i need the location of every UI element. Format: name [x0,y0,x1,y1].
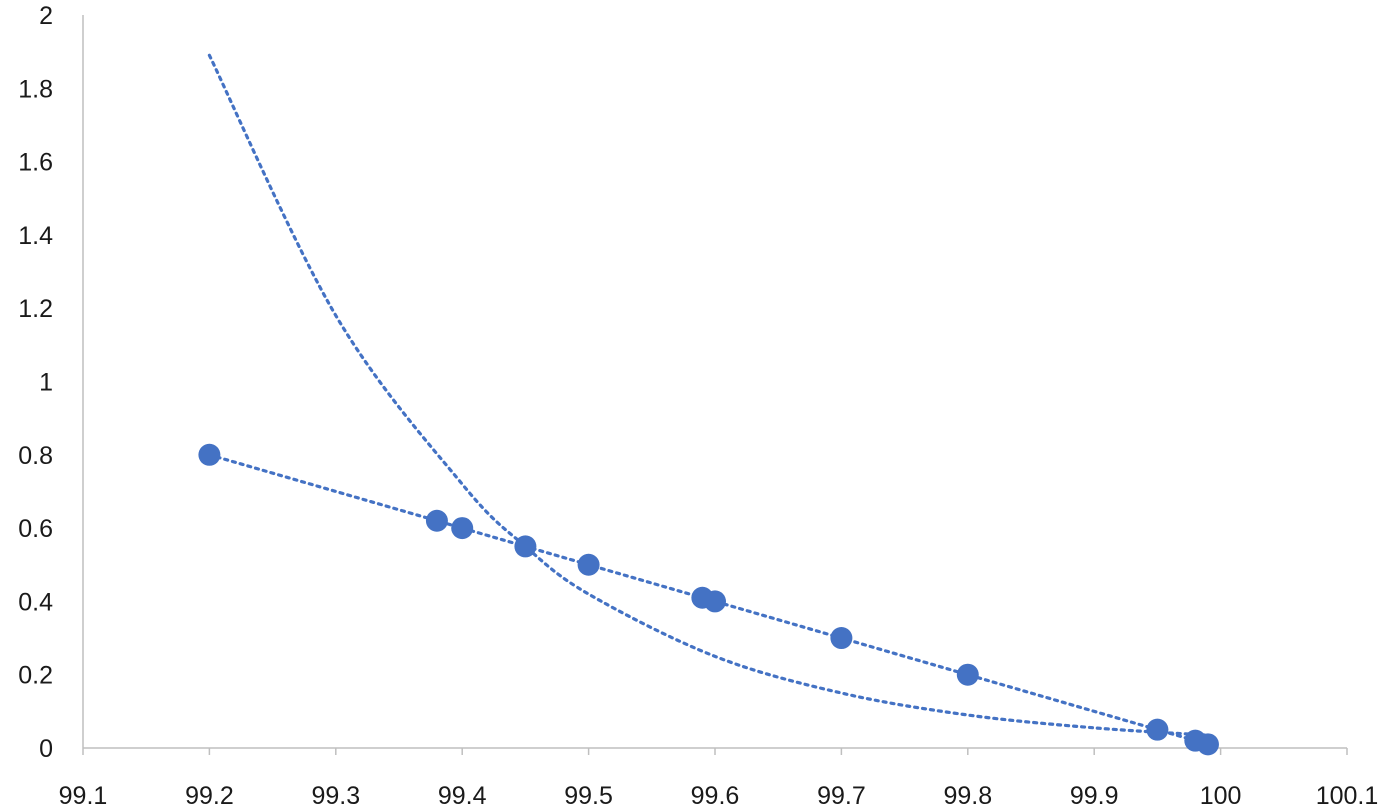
axes [82,15,1348,755]
x-tick-label: 99.8 [943,782,992,810]
x-tick-label: 99.7 [817,782,866,810]
y-tick-label: 1.6 [18,149,53,177]
y-tick-label: 1.2 [18,295,53,323]
x-tick-label: 99.2 [185,782,234,810]
y-tick-label: 0 [39,735,53,763]
x-tick-label: 99.9 [1070,782,1119,810]
x-tick-label: 99.4 [438,782,487,810]
x-tick-label: 100 [1200,782,1242,810]
trendlines [207,53,1210,746]
data-point [514,535,537,558]
data-point [956,663,979,686]
x-tick-label: 99.1 [59,782,108,810]
data-point [704,590,726,613]
y-tick-label: 1.8 [18,75,53,103]
y-tick-label: 1 [39,369,53,397]
data-point [425,509,448,532]
data-point [198,443,221,466]
data-point [830,627,853,650]
x-tick-label: 99.5 [564,782,613,810]
exponential-trendline [207,53,1210,737]
x-tick-label: 100.1 [1316,782,1379,810]
data-point [577,553,600,576]
y-tick-label: 0.8 [18,442,53,470]
y-tick-label: 2 [39,2,53,30]
x-tick-label: 99.6 [691,782,740,810]
y-tick-label: 0.4 [18,588,53,616]
data-point [451,517,474,540]
y-tick-label: 0.6 [18,515,53,543]
data-point [1146,718,1169,741]
x-tick-label: 99.3 [311,782,360,810]
y-axis-tick-labels: 0 0.2 0.4 0.6 0.8 1 1.2 1.4 1.6 1.8 2 [18,2,53,763]
data-points [198,443,1219,756]
data-point [1196,733,1219,756]
x-axis-tick-labels: 99.1 99.2 99.3 99.4 99.5 99.6 99.7 99.8 99.9 100 1… [59,782,1379,810]
y-tick-label: 1.4 [18,222,53,250]
y-tick-label: 0.2 [18,662,53,690]
